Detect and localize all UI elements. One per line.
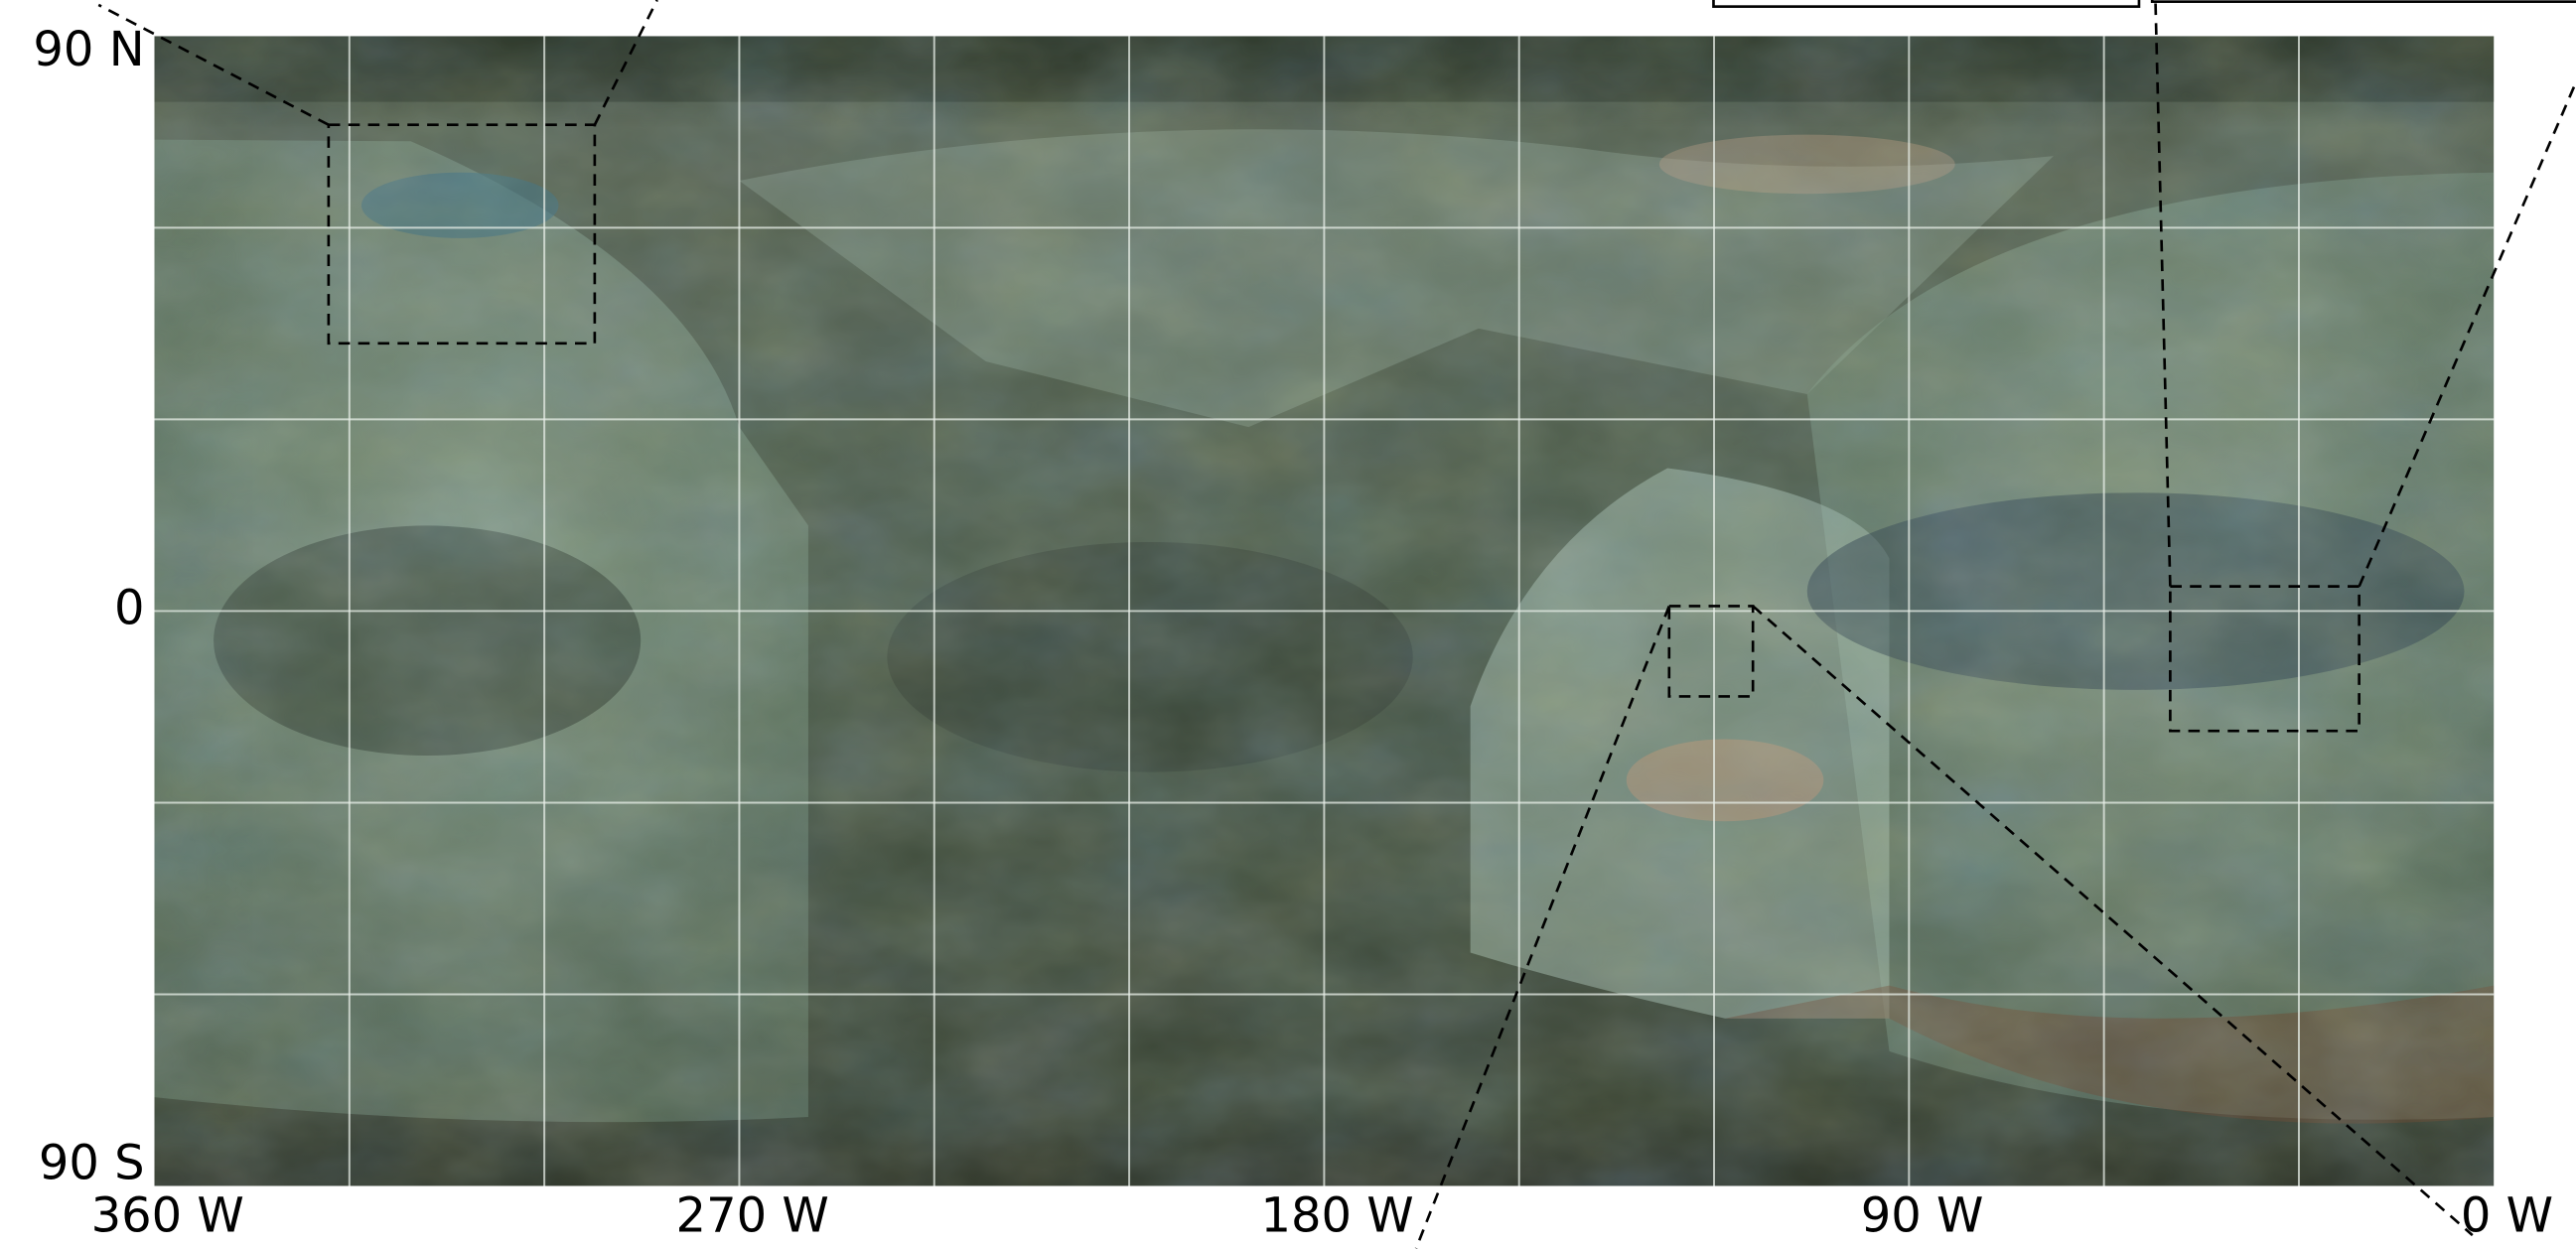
x-tick-label: 270 W [676, 1188, 829, 1244]
x-tick-label: 0 W [2461, 1188, 2553, 1244]
map-figure: 360 W 270 W 180 W 90 W 0 W 90 N 0 90 S [0, 0, 2576, 1249]
x-tick-label: 180 W [1261, 1188, 1414, 1244]
y-tick-label: 90 S [39, 1136, 145, 1191]
x-tick-label: 360 W [91, 1188, 244, 1244]
x-tick-label: 90 W [1861, 1188, 1984, 1244]
y-tick-label: 0 [114, 580, 145, 635]
page: {"chart_data": {"type": "map", "xlim": [… [0, 0, 2576, 1249]
y-tick-label: 90 N [33, 22, 144, 77]
